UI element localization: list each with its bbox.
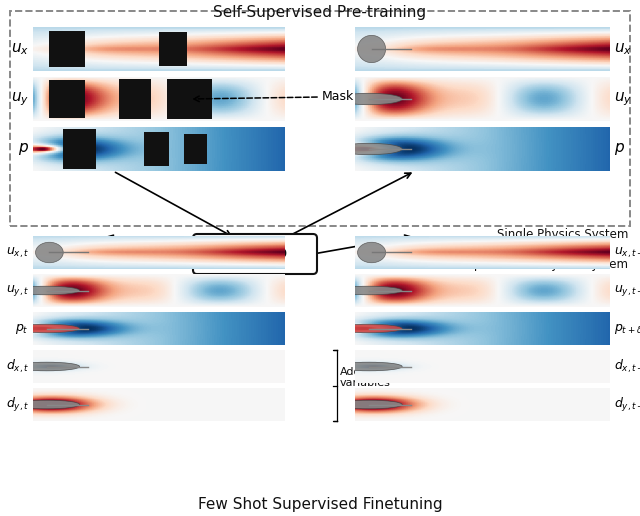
Text: $p_{t+\delta t}$: $p_{t+\delta t}$ xyxy=(614,321,640,335)
Text: $u_{x,t}$: $u_{x,t}$ xyxy=(6,245,29,260)
Text: Self-Supervised Pre-training: Self-Supervised Pre-training xyxy=(213,5,427,20)
Text: Single Physics System: Single Physics System xyxy=(497,228,628,241)
Text: Coupled Multi-Physics System: Coupled Multi-Physics System xyxy=(451,258,628,271)
Circle shape xyxy=(14,324,79,333)
Text: $d_{y,t}$: $d_{y,t}$ xyxy=(6,395,29,413)
Bar xyxy=(10,11,630,226)
Text: $d_{x,t+\delta t}$: $d_{x,t+\delta t}$ xyxy=(614,358,640,375)
Text: Additional
variables: Additional variables xyxy=(340,367,396,389)
Circle shape xyxy=(14,400,79,409)
Circle shape xyxy=(336,400,402,409)
Text: $p$: $p$ xyxy=(614,141,625,157)
Text: $u_x$: $u_x$ xyxy=(11,41,29,57)
Text: $u_{x,t+\delta t}$: $u_{x,t+\delta t}$ xyxy=(614,245,640,260)
Bar xyxy=(166,79,212,119)
Bar xyxy=(49,30,84,68)
Bar xyxy=(184,134,207,164)
Circle shape xyxy=(336,143,402,155)
FancyBboxPatch shape xyxy=(193,234,317,274)
Circle shape xyxy=(336,93,402,105)
Ellipse shape xyxy=(358,36,385,62)
Text: Mask: Mask xyxy=(322,90,355,104)
Circle shape xyxy=(336,286,402,295)
Bar xyxy=(159,33,187,66)
Text: $d_{x,t}$: $d_{x,t}$ xyxy=(6,358,29,375)
Circle shape xyxy=(14,286,79,295)
Text: $u_{y,t}$: $u_{y,t}$ xyxy=(6,283,29,298)
Circle shape xyxy=(336,362,402,371)
Text: $d_{y,t+\delta t}$: $d_{y,t+\delta t}$ xyxy=(614,395,640,413)
Text: $u_y$: $u_y$ xyxy=(614,90,632,108)
Circle shape xyxy=(336,324,402,333)
Text: Few Shot Supervised Finetuning: Few Shot Supervised Finetuning xyxy=(198,497,442,512)
Text: CoDA-NO: CoDA-NO xyxy=(223,247,287,261)
Ellipse shape xyxy=(358,243,385,263)
Text: $p_t$: $p_t$ xyxy=(15,321,29,335)
Text: $u_x$: $u_x$ xyxy=(614,41,632,57)
Text: $u_y$: $u_y$ xyxy=(11,90,29,108)
Bar xyxy=(63,129,96,169)
Bar xyxy=(118,79,152,119)
Circle shape xyxy=(14,362,79,371)
Ellipse shape xyxy=(35,243,63,263)
Text: $p$: $p$ xyxy=(18,141,29,157)
Bar xyxy=(49,79,84,118)
Bar xyxy=(144,132,169,166)
Text: $u_{y,t+\delta t}$: $u_{y,t+\delta t}$ xyxy=(614,283,640,298)
